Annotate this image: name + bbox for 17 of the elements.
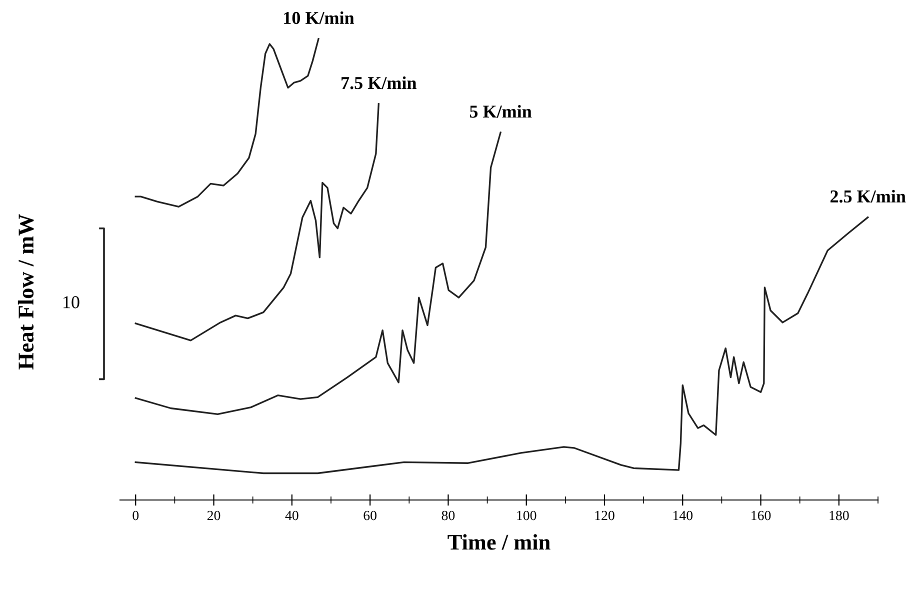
x-tick-label: 40	[285, 510, 298, 520]
x-tick-label: 80	[442, 510, 455, 520]
x-tick-label: 100	[517, 510, 536, 520]
series-label: 10 K/min	[284, 11, 354, 24]
x-axis-title: Time / min	[448, 534, 550, 550]
x-tick-label: 160	[752, 510, 771, 520]
x-tick-label: 60	[364, 510, 376, 520]
x-tick-label: 20	[207, 510, 220, 520]
x-tick-label: 0	[132, 510, 139, 520]
y-axis-title: Heat Flow / mW	[18, 214, 34, 370]
x-tick-label: 140	[673, 510, 693, 520]
series-label: 7.5 K/min	[342, 76, 417, 90]
series-label: 2.5 K/min	[830, 190, 906, 203]
text: 10	[64, 296, 80, 308]
x-tick-label: 180	[830, 510, 849, 520]
series-label: 5 K/min	[470, 105, 532, 118]
x-tick-label: 120	[595, 510, 614, 520]
